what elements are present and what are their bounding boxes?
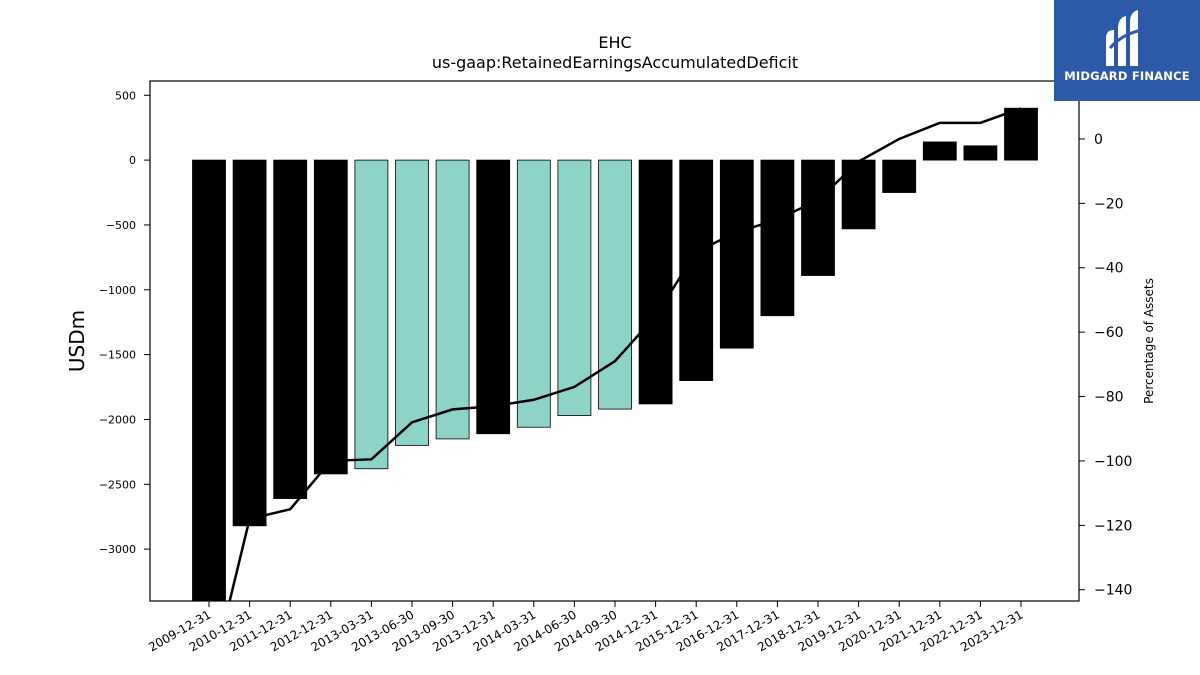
bar-2017-12-31 bbox=[760, 159, 795, 317]
y-tick-label: −1500 bbox=[99, 349, 136, 362]
chart-subtitle: us-gaap:RetainedEarningsAccumulatedDefic… bbox=[432, 53, 798, 72]
y2-tick-label: −120 bbox=[1094, 518, 1132, 534]
y-axis-label: USDm bbox=[65, 310, 89, 372]
bar-2011-12-31 bbox=[273, 159, 308, 499]
bar-2019-12-31 bbox=[841, 159, 876, 230]
y-tick-label: −500 bbox=[106, 219, 136, 232]
bar-2022-12-31 bbox=[963, 145, 998, 161]
x-axis: 2009-12-312010-12-312011-12-312012-12-31… bbox=[146, 601, 1026, 654]
bar-2012-12-31 bbox=[313, 159, 348, 475]
bar-2021-12-31 bbox=[922, 141, 957, 161]
y2-tick-label: −80 bbox=[1094, 390, 1124, 406]
y2-tick-label: 0 bbox=[1094, 132, 1103, 148]
logo-text: MIDGARD FINANCE bbox=[1064, 69, 1190, 83]
bar-2013-06-30 bbox=[395, 159, 429, 446]
y2-tick-label: −140 bbox=[1094, 583, 1132, 599]
line-series bbox=[228, 107, 1022, 601]
logo-mark-icon bbox=[1106, 10, 1143, 66]
y-tick-label: −3000 bbox=[99, 543, 136, 556]
y2-axis: 0 −20 −40 −60 −80 −100 −120 −140 bbox=[1079, 132, 1132, 599]
bar-series bbox=[192, 107, 1038, 602]
bar-2018-12-31 bbox=[801, 159, 835, 276]
midgard-finance-logo: MIDGARD FINANCE bbox=[1054, 0, 1200, 101]
bar-2014-06-30 bbox=[557, 159, 592, 416]
bar-2014-03-31 bbox=[516, 159, 551, 428]
y2-tick-label: −60 bbox=[1094, 325, 1124, 341]
bar-2013-03-31 bbox=[354, 159, 389, 470]
y-tick-label: 0 bbox=[129, 154, 136, 167]
y-axis: 500 0 −500 −1000 −1500 −2000 −2500 −3000 bbox=[99, 89, 150, 556]
chart-title: EHC bbox=[598, 33, 631, 52]
y2-tick-label: −20 bbox=[1094, 196, 1124, 212]
bar-2013-12-31 bbox=[476, 159, 511, 435]
bar-2009-12-31 bbox=[192, 159, 226, 602]
y2-axis-label: Percentage of Assets bbox=[1142, 278, 1156, 404]
bar-2013-09-30 bbox=[435, 159, 470, 440]
y-tick-label: 500 bbox=[115, 89, 136, 102]
y2-tick-label: −40 bbox=[1094, 261, 1124, 277]
bar-2016-12-31 bbox=[719, 159, 754, 349]
percentage-line bbox=[228, 107, 1022, 601]
y-tick-label: −2000 bbox=[99, 413, 136, 426]
bar-2020-12-31 bbox=[882, 159, 917, 193]
bar-2023-12-31 bbox=[1004, 107, 1038, 161]
y2-tick-label: −100 bbox=[1094, 454, 1132, 470]
bar-2010-12-31 bbox=[232, 159, 267, 527]
bar-2014-09-30 bbox=[598, 159, 632, 410]
y-tick-label: −2500 bbox=[99, 478, 136, 491]
bar-2014-12-31 bbox=[638, 159, 673, 405]
y-tick-label: −1000 bbox=[99, 284, 136, 297]
